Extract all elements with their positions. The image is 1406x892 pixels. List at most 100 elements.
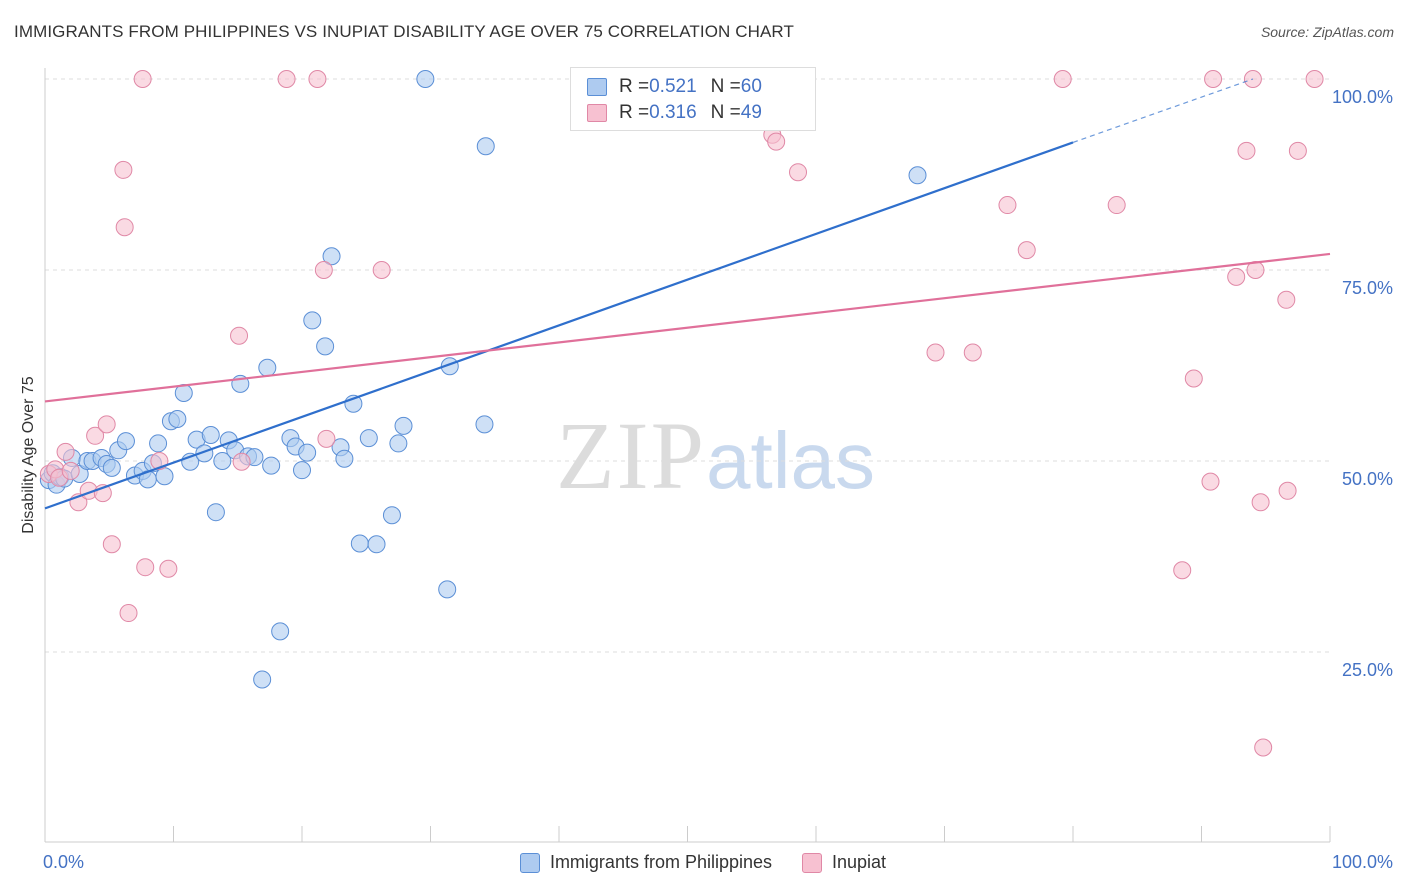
point-inupiat (159, 559, 178, 578)
point-philippines (206, 503, 225, 522)
point-philippines (262, 456, 281, 475)
point-philippines (293, 461, 311, 480)
point-inupiat (1107, 196, 1126, 215)
legend-item-inupiat[interactable]: Inupiat (802, 852, 886, 873)
r-label: R = (619, 102, 650, 123)
point-inupiat (1288, 141, 1307, 160)
point-inupiat (86, 426, 105, 445)
blue-swatch (519, 852, 540, 873)
point-inupiat (789, 163, 808, 182)
point-inupiat (1251, 493, 1270, 512)
point-inupiat (115, 218, 134, 237)
point-inupiat (277, 70, 296, 88)
point-philippines (476, 137, 495, 156)
point-inupiat (314, 261, 333, 279)
point-inupiat (119, 604, 138, 623)
x-tick-label-0: 0.0% (43, 852, 85, 872)
point-inupiat (926, 343, 945, 362)
point-philippines (394, 416, 413, 435)
stats-legend-row-inupiat: R = 0.316 N = 49 (587, 101, 762, 125)
y-tick-label-100: 100.0% (1331, 87, 1393, 107)
point-inupiat (1305, 70, 1324, 88)
point-inupiat (1201, 472, 1220, 491)
point-inupiat (1053, 70, 1072, 88)
point-philippines (271, 622, 290, 641)
point-philippines (389, 434, 408, 453)
stats-legend: R = 0.521 N = 60 R = 0.316 N = 49 (570, 67, 816, 131)
point-philippines (298, 443, 317, 462)
point-inupiat (136, 558, 155, 577)
point-inupiat (1277, 290, 1296, 309)
point-inupiat (372, 261, 391, 279)
source-label: Source: ZipAtlas.com (1260, 24, 1394, 40)
legend-label: Immigrants from Philippines (549, 852, 773, 872)
point-philippines (350, 534, 369, 553)
point-philippines (322, 247, 341, 266)
point-inupiat (1173, 561, 1192, 580)
point-philippines (213, 452, 232, 470)
point-inupiat (133, 70, 152, 88)
point-inupiat (1017, 241, 1036, 260)
point-philippines (168, 409, 187, 428)
point-philippines (335, 449, 354, 468)
point-inupiat (230, 326, 249, 345)
chart-title: IMMIGRANTS FROM PHILIPPINES VS INUPIAT D… (14, 22, 794, 41)
legend-item-philippines[interactable]: Immigrants from Philippines (519, 852, 773, 873)
point-inupiat (56, 442, 75, 461)
r-value: 0.521 (649, 76, 697, 97)
n-label: N = (710, 76, 741, 97)
point-inupiat (97, 415, 116, 434)
pink-swatch (802, 852, 823, 873)
point-philippines (367, 535, 386, 554)
point-philippines (149, 434, 168, 453)
point-inupiat (1204, 70, 1223, 88)
point-philippines (303, 311, 322, 330)
point-inupiat (998, 196, 1017, 215)
stats-legend-row-philippines: R = 0.521 N = 60 (587, 75, 762, 99)
n-value: 49 (740, 102, 762, 123)
point-philippines (475, 415, 494, 434)
x-tick-label-100: 100.0% (1331, 852, 1393, 872)
point-inupiat (232, 452, 251, 471)
point-philippines (438, 580, 457, 599)
y-tick-label-50: 50.0% (1341, 469, 1393, 489)
point-inupiat (61, 461, 80, 480)
watermark-zip: ZIP (556, 402, 706, 509)
point-philippines (253, 670, 272, 689)
point-inupiat (308, 70, 327, 88)
y-axis-label: Disability Age Over 75 (20, 376, 37, 534)
point-philippines (201, 426, 220, 445)
point-inupiat (102, 535, 121, 554)
point-inupiat (1184, 369, 1203, 388)
n-label: N = (710, 102, 741, 123)
point-philippines (155, 467, 174, 486)
legend-label: Inupiat (832, 852, 887, 872)
trendline-philippines (44, 141, 1074, 510)
point-philippines (416, 70, 435, 88)
point-inupiat (114, 160, 133, 179)
y-tick-label-25: 25.0% (1341, 660, 1393, 680)
point-inupiat (1278, 481, 1297, 500)
trendline-extension-philippines (1072, 78, 1254, 143)
pink-swatch (587, 104, 607, 122)
point-philippines (258, 358, 277, 377)
blue-swatch (587, 78, 607, 96)
trendline-inupiat (44, 252, 1331, 403)
n-value: 60 (740, 76, 762, 97)
point-inupiat (963, 343, 982, 362)
point-inupiat (317, 429, 336, 448)
r-value: 0.316 (649, 102, 697, 123)
point-philippines (359, 429, 378, 448)
point-inupiat (767, 132, 786, 151)
point-inupiat (1227, 267, 1246, 286)
r-label: R = (619, 76, 650, 97)
point-philippines (116, 432, 135, 451)
y-tick-label-75: 75.0% (1341, 278, 1393, 298)
point-inupiat (1254, 738, 1273, 757)
point-inupiat (1237, 141, 1256, 160)
point-philippines (316, 337, 335, 356)
point-philippines (382, 506, 401, 525)
series-legend: Immigrants from Philippines Inupiat (0, 852, 1406, 873)
point-philippines (908, 166, 927, 185)
